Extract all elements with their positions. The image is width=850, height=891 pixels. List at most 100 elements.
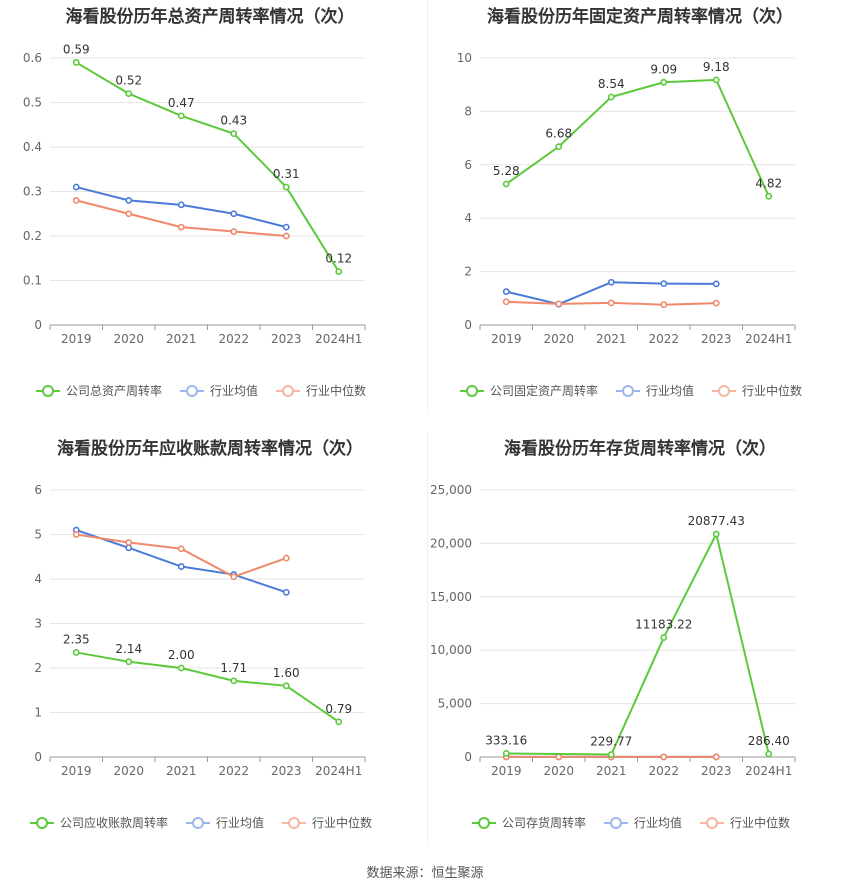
data-point-company — [177, 664, 185, 672]
data-point-avg — [177, 201, 185, 209]
series-line-company — [506, 531, 770, 756]
legend-label: 行业中位数 — [312, 815, 372, 830]
data-point-avg — [712, 280, 720, 288]
y-tick-label: 0.6 — [23, 51, 42, 65]
data-point-company — [660, 634, 668, 641]
x-tick-label: 2020 — [543, 332, 574, 346]
legend-label: 行业均值 — [210, 383, 258, 398]
panel-divider-top — [427, 0, 428, 410]
x-tick-label: 2022 — [648, 332, 679, 346]
chart-title: 海看股份历年存货周转率情况（次） — [504, 439, 776, 459]
x-tick-label: 2019 — [491, 764, 522, 778]
data-point-company — [230, 677, 238, 685]
legend-swatch-marker — [706, 817, 718, 829]
series-line-company — [76, 651, 340, 723]
data-point-median — [712, 753, 720, 761]
y-tick-label: 5,000 — [438, 697, 472, 711]
y-tick-label: 5 — [34, 528, 42, 542]
data-point-company — [125, 658, 133, 666]
data-point-company — [282, 183, 290, 191]
x-tick-label: 2022 — [218, 764, 249, 778]
data-label: 11183.22 — [635, 618, 692, 632]
data-point-avg — [125, 196, 133, 204]
legend-label: 公司存货周转率 — [502, 815, 586, 830]
y-tick-label: 10 — [457, 51, 472, 65]
y-tick-label: 0 — [464, 750, 472, 764]
legend-item-median: 行业中位数 — [282, 815, 372, 830]
data-label: 4.82 — [755, 176, 782, 190]
x-tick-label: 2020 — [113, 764, 144, 778]
data-label: 286.40 — [748, 734, 790, 748]
chart-panel-inventory-turnover: 海看股份历年存货周转率情况（次） 0 5,000 10,000 15,000 20,00… — [430, 432, 850, 842]
data-point-avg — [230, 210, 238, 218]
y-tick-label: 10,000 — [430, 643, 472, 657]
data-label: 2.00 — [168, 648, 195, 662]
data-label: 333.16 — [485, 733, 527, 747]
x-tick-label: 2021 — [596, 332, 627, 346]
chart-svg: 0 2 4 6 8 10 2019 2020 2021 2022 2023 2024H1 5.28 6.6… — [457, 51, 802, 398]
legend-swatch-marker — [478, 817, 490, 829]
data-point-avg — [282, 223, 290, 231]
x-tick-label: 2023 — [701, 764, 732, 778]
data-point-company — [660, 78, 668, 86]
chart-title: 海看股份历年固定资产周转率情况（次） — [487, 7, 793, 27]
y-tick-label: 2 — [34, 661, 42, 675]
y-tick-label: 1 — [34, 706, 42, 720]
chart-title: 海看股份历年总资产周转率情况（次） — [65, 7, 355, 27]
legend-label: 公司应收账款周转率 — [60, 815, 168, 830]
data-label: 0.79 — [325, 702, 352, 716]
x-tick-label: 2021 — [596, 764, 627, 778]
data-label: 6.68 — [545, 127, 572, 141]
data-point-avg — [607, 278, 615, 286]
panel-divider-bottom — [427, 432, 428, 842]
chart-panel-fixed-asset-turnover: 海看股份历年固定资产周转率情况（次） 0 2 4 6 8 10 2019 2020 2021 20… — [430, 0, 850, 410]
y-tick-label: 25,000 — [430, 483, 472, 497]
data-point-company — [335, 718, 343, 726]
legend-label: 行业均值 — [646, 383, 694, 398]
legend-item-company: 公司固定资产周转率 — [460, 383, 598, 398]
data-point-median — [177, 545, 185, 553]
chart-svg: 0 5,000 10,000 15,000 20,000 25,000 2019 2020 20… — [430, 483, 796, 830]
y-tick-label: 0 — [34, 750, 42, 764]
data-label: 0.31 — [273, 167, 300, 181]
legend-label: 行业均值 — [216, 815, 264, 830]
legend-swatch-marker — [192, 817, 204, 829]
data-label: 20877.43 — [688, 514, 745, 528]
data-point-company — [335, 268, 343, 275]
data-point-company — [72, 59, 80, 66]
x-tick-label: 2024H1 — [745, 764, 792, 778]
x-tick-label: 2023 — [271, 332, 302, 346]
x-tick-label: 2021 — [166, 764, 197, 778]
legend-item-avg: 行业均值 — [186, 815, 264, 830]
legend-label: 行业中位数 — [742, 383, 802, 398]
data-point-median — [555, 300, 563, 308]
data-label: 9.09 — [650, 62, 677, 76]
x-tick-label: 2019 — [61, 764, 92, 778]
x-tick-label: 2022 — [218, 332, 249, 346]
legend-label: 行业均值 — [634, 815, 682, 830]
data-point-company — [125, 90, 133, 97]
data-label: 0.52 — [115, 74, 142, 88]
chart-panel-receivables-turnover: 海看股份历年应收账款周转率情况（次） 0 1 2 3 4 5 6 2019 2020 2021 20… — [0, 432, 420, 842]
legend-label: 公司总资产周转率 — [66, 383, 162, 398]
legend-item-company: 公司存货周转率 — [472, 815, 586, 830]
data-point-median — [72, 531, 80, 538]
data-point-company — [712, 530, 720, 538]
data-label: 0.59 — [63, 42, 90, 56]
data-point-median — [125, 539, 133, 546]
legend-swatch-marker — [282, 385, 294, 397]
x-tick-label: 2022 — [648, 764, 679, 778]
y-tick-label: 0.5 — [23, 96, 42, 110]
legend-item-avg: 行业均值 — [616, 383, 694, 398]
legend-label: 公司固定资产周转率 — [490, 383, 598, 398]
data-label: 0.12 — [325, 252, 352, 266]
y-tick-label: 0.4 — [23, 140, 42, 154]
chart-panel-total-asset-turnover: 海看股份历年总资产周转率情况（次） 0 0.1 0.2 0.3 0.4 0.5 0.6 201… — [0, 0, 420, 410]
data-point-avg — [660, 280, 668, 288]
x-tick-label: 2019 — [491, 332, 522, 346]
data-label: 1.60 — [273, 666, 300, 680]
x-tick-label: 2023 — [701, 332, 732, 346]
data-point-company — [607, 93, 615, 101]
x-tick-label: 2021 — [166, 332, 197, 346]
x-tick-label: 2020 — [113, 332, 144, 346]
